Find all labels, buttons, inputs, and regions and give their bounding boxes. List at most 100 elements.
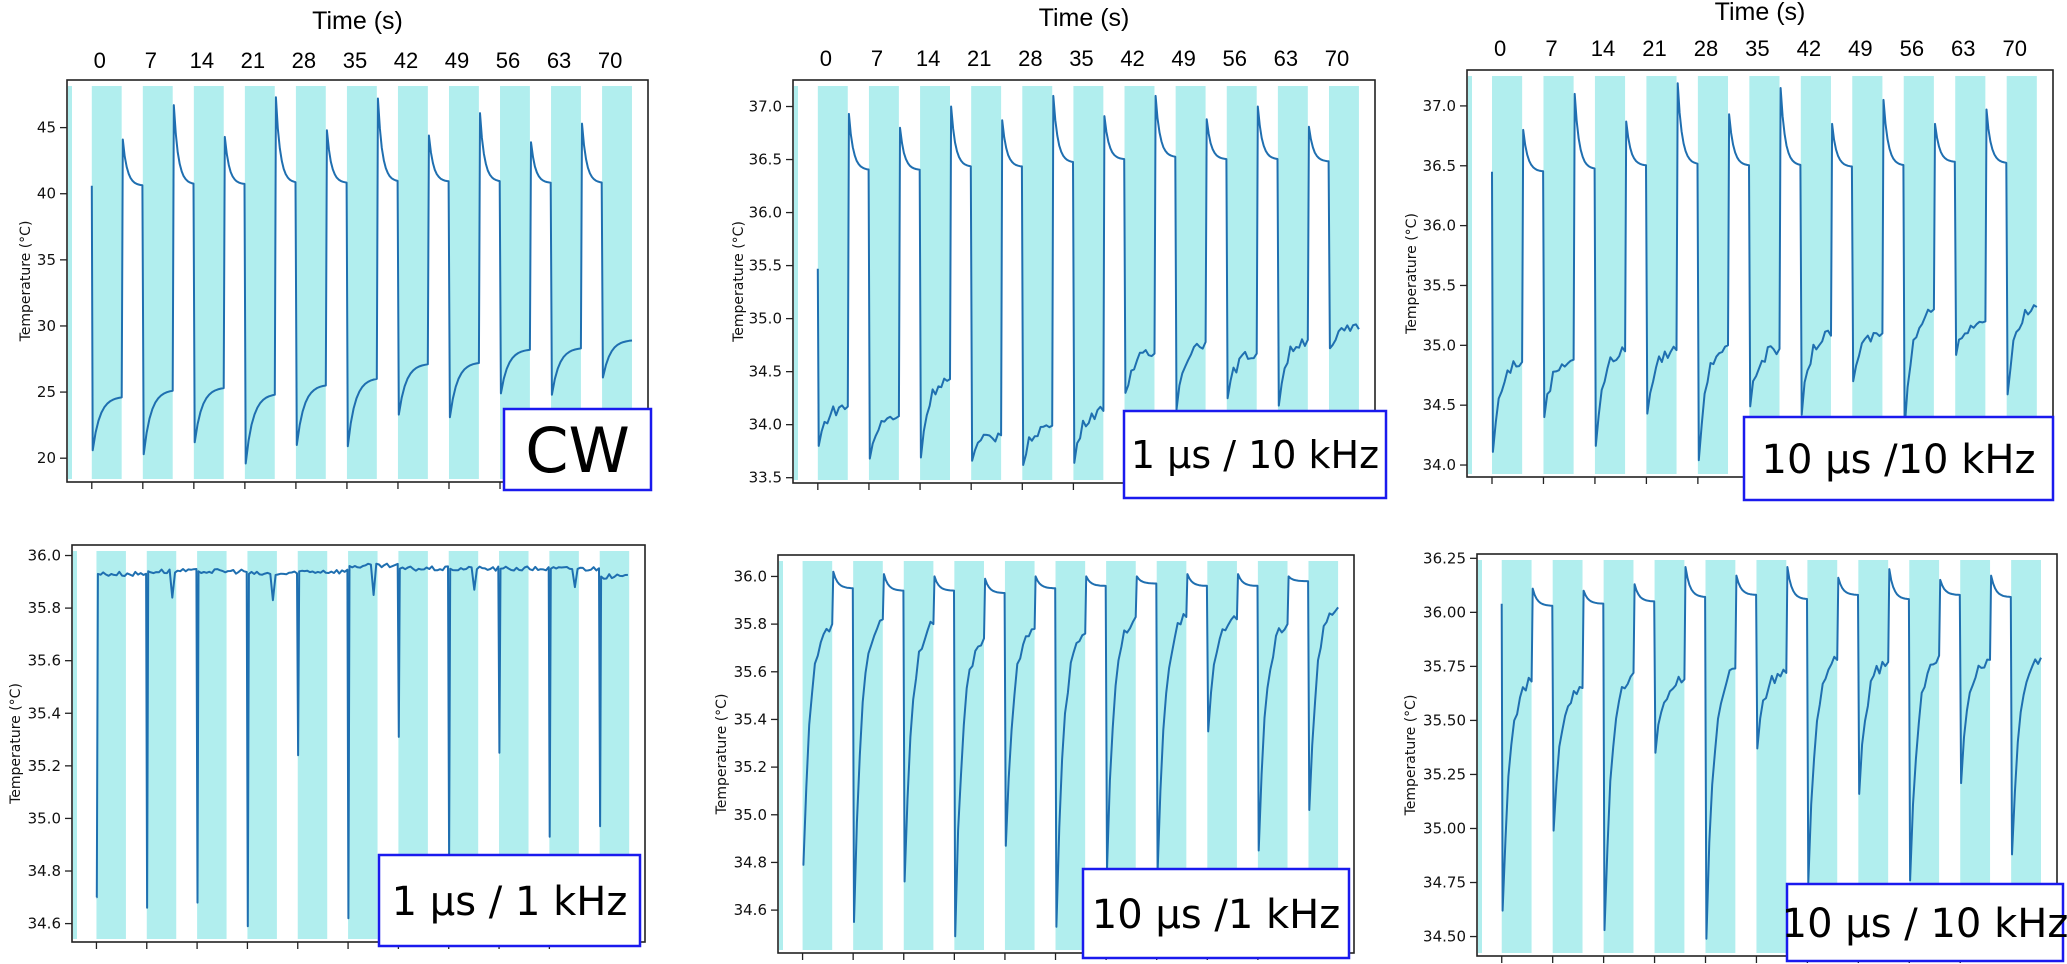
edge-band [779, 561, 783, 950]
y-tick-label: 35.6 [28, 652, 61, 670]
y-tick-label: 35.0 [28, 809, 61, 827]
y-tick-label: 37.0 [1423, 97, 1456, 115]
y-tick-label: 30 [37, 317, 56, 335]
temperature-series [95, 562, 628, 928]
y-tick-label: 34.75 [1423, 874, 1466, 892]
edge-band [1478, 560, 1482, 953]
y-axis-label: Temperature (°C) [1403, 695, 1419, 817]
shaded-band [193, 86, 224, 479]
plot-frame [1476, 553, 2058, 957]
y-tick-label: 34.6 [734, 901, 767, 919]
time-tick-label: 70 [598, 48, 622, 73]
shaded-band [868, 86, 899, 480]
time-tick-label: 14 [916, 46, 940, 71]
plot-frame [66, 79, 649, 483]
y-tick-label: 35.0 [1423, 336, 1456, 354]
panel-top-right: 34.0 34.5 35.0 35.5 36.0 36.5 37.0 Temperature … [1404, 0, 2055, 502]
time-tick-label: 0 [820, 46, 832, 71]
temperature-series [90, 96, 633, 465]
y-axis-label: Temperature (°C) [1404, 213, 1420, 335]
plot-frame [792, 79, 1376, 484]
shaded-band [1073, 86, 1104, 480]
panel-bottom-right: 34.50 34.75 35.00 35.25 35.50 35.75 36.00 36.25… [1403, 549, 2067, 963]
condition-label-box [502, 407, 653, 492]
y-tick-label: 25 [37, 383, 56, 401]
shaded-band [1543, 76, 1574, 474]
y-tick-label: 35.4 [28, 704, 61, 722]
y-tick-label: 45 [37, 119, 56, 137]
time-tick-label: 49 [1171, 46, 1195, 71]
y-tick-label: 34.0 [749, 416, 782, 434]
y-tick-label: 35.5 [1423, 276, 1456, 294]
temperature-series [802, 570, 1339, 938]
shaded-band [91, 86, 122, 479]
condition-label: 1 µs / 1 kHz [392, 879, 628, 925]
shaded-band [146, 551, 177, 939]
condition-label: CW [525, 414, 630, 487]
y-tick-label: 33.5 [749, 469, 782, 487]
shaded-band [297, 551, 328, 939]
shaded-band [954, 561, 984, 950]
shaded-band [853, 561, 883, 950]
time-tick-label: 21 [1642, 36, 1666, 61]
shaded-band [920, 86, 951, 480]
time-axis-title: Time (s) [312, 7, 403, 35]
shaded-band [2006, 76, 2037, 474]
condition-label: 10 µs /10 kHz [1762, 437, 2036, 483]
condition-label-box [1122, 409, 1388, 500]
time-tick-label: 0 [94, 48, 106, 73]
shaded-band [96, 551, 126, 939]
plot-frame [71, 544, 646, 943]
shaded-band [1749, 76, 1780, 474]
y-tick-label: 37.0 [749, 98, 782, 116]
time-tick-label: 35 [1745, 36, 1769, 61]
time-tick-label: 21 [967, 46, 991, 71]
time-tick-label: 42 [394, 48, 418, 73]
shaded-band [1955, 76, 1986, 474]
time-tick-label: 56 [1223, 46, 1247, 71]
y-tick-label: 35.2 [28, 757, 61, 775]
time-tick-label: 35 [1069, 46, 1093, 71]
shaded-band [1654, 560, 1685, 953]
time-tick-label: 56 [1900, 36, 1924, 61]
y-tick-label: 35.25 [1423, 765, 1466, 783]
temperature-series [816, 94, 1360, 466]
shaded-band [903, 561, 934, 950]
y-tick-label: 36.0 [734, 567, 767, 585]
shaded-band [1800, 76, 1831, 474]
shaded-band [295, 86, 326, 479]
panel-bottom-left: 34.6 34.8 35.0 35.2 35.4 35.6 35.8 36.0 Temperat… [8, 544, 646, 949]
y-tick-label: 35.8 [28, 599, 61, 617]
shaded-band [197, 551, 227, 939]
condition-label-box [377, 853, 642, 948]
condition-label: 1 µs / 10 kHz [1131, 433, 1379, 477]
y-tick-label: 36.5 [1423, 157, 1456, 175]
y-tick-label: 35.50 [1423, 711, 1466, 729]
shaded-band [1646, 76, 1677, 474]
shaded-band [244, 86, 275, 479]
y-tick-label: 36.00 [1423, 603, 1466, 621]
y-tick-label: 34.5 [749, 363, 782, 381]
shaded-band [1603, 560, 1634, 953]
panel-bottom-middle: 34.6 34.8 35.0 35.2 35.4 35.6 35.8 36.0 Temperat… [714, 554, 1355, 960]
panel-top-left: 20 25 30 35 40 45 Temperature (°C) 0 7 14 21 28 35 42… [18, 7, 653, 492]
time-tick-label: 70 [1325, 46, 1349, 71]
y-tick-label: 35.0 [734, 806, 767, 824]
time-tick-label: 42 [1120, 46, 1144, 71]
y-axis-label: Temperature (°C) [18, 221, 34, 343]
time-tick-label: 49 [445, 48, 469, 73]
y-tick-label: 36.25 [1423, 549, 1466, 567]
shaded-band [1852, 76, 1883, 474]
shaded-band [1552, 560, 1583, 953]
time-tick-label: 63 [547, 48, 571, 73]
shaded-band [1022, 86, 1053, 480]
time-tick-label: 14 [190, 48, 214, 73]
y-tick-label: 36.0 [28, 547, 61, 565]
condition-label: 10 µs / 10 kHz [1782, 901, 2067, 947]
time-tick-label: 49 [1848, 36, 1872, 61]
time-tick-label: 70 [2003, 36, 2027, 61]
time-tick-label: 0 [1494, 36, 1506, 61]
shaded-band [348, 551, 378, 939]
y-tick-label: 34.8 [28, 862, 61, 880]
time-tick-label: 42 [1797, 36, 1821, 61]
